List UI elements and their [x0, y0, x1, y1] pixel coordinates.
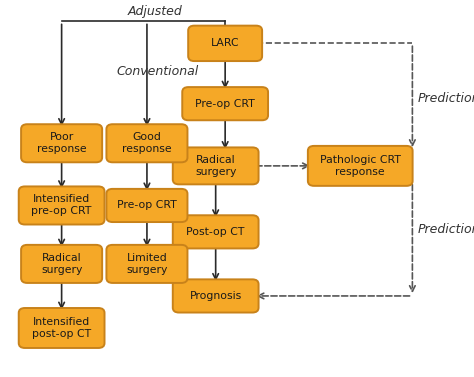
Text: Adjusted: Adjusted — [128, 5, 183, 18]
Text: Pathologic CRT
response: Pathologic CRT response — [320, 155, 401, 177]
Text: Limited
surgery: Limited surgery — [126, 253, 168, 275]
Text: Pre-op CRT: Pre-op CRT — [117, 201, 177, 210]
Text: Intensified
post-op CT: Intensified post-op CT — [32, 317, 91, 339]
Text: Poor
response: Poor response — [37, 132, 86, 154]
FancyBboxPatch shape — [106, 245, 187, 283]
Text: Prediction: Prediction — [418, 224, 474, 236]
Text: Post-op CT: Post-op CT — [186, 227, 245, 237]
Text: Prediction: Prediction — [418, 92, 474, 104]
FancyBboxPatch shape — [21, 245, 102, 283]
FancyBboxPatch shape — [106, 124, 187, 162]
Text: Prognosis: Prognosis — [190, 291, 242, 301]
FancyBboxPatch shape — [188, 26, 262, 61]
Text: Radical
surgery: Radical surgery — [195, 155, 237, 177]
FancyBboxPatch shape — [19, 308, 104, 348]
FancyBboxPatch shape — [173, 147, 259, 184]
Text: Pre-op CRT: Pre-op CRT — [195, 99, 255, 109]
Text: LARC: LARC — [211, 38, 239, 48]
Text: Intensified
pre-op CRT: Intensified pre-op CRT — [31, 195, 92, 216]
Text: Radical
surgery: Radical surgery — [41, 253, 82, 275]
Text: Good
response: Good response — [122, 132, 172, 154]
FancyBboxPatch shape — [21, 124, 102, 162]
FancyBboxPatch shape — [19, 186, 104, 225]
FancyBboxPatch shape — [173, 279, 259, 313]
FancyBboxPatch shape — [106, 189, 187, 222]
FancyBboxPatch shape — [173, 215, 259, 248]
FancyBboxPatch shape — [308, 146, 412, 186]
Text: Conventional: Conventional — [116, 65, 199, 78]
FancyBboxPatch shape — [182, 87, 268, 120]
